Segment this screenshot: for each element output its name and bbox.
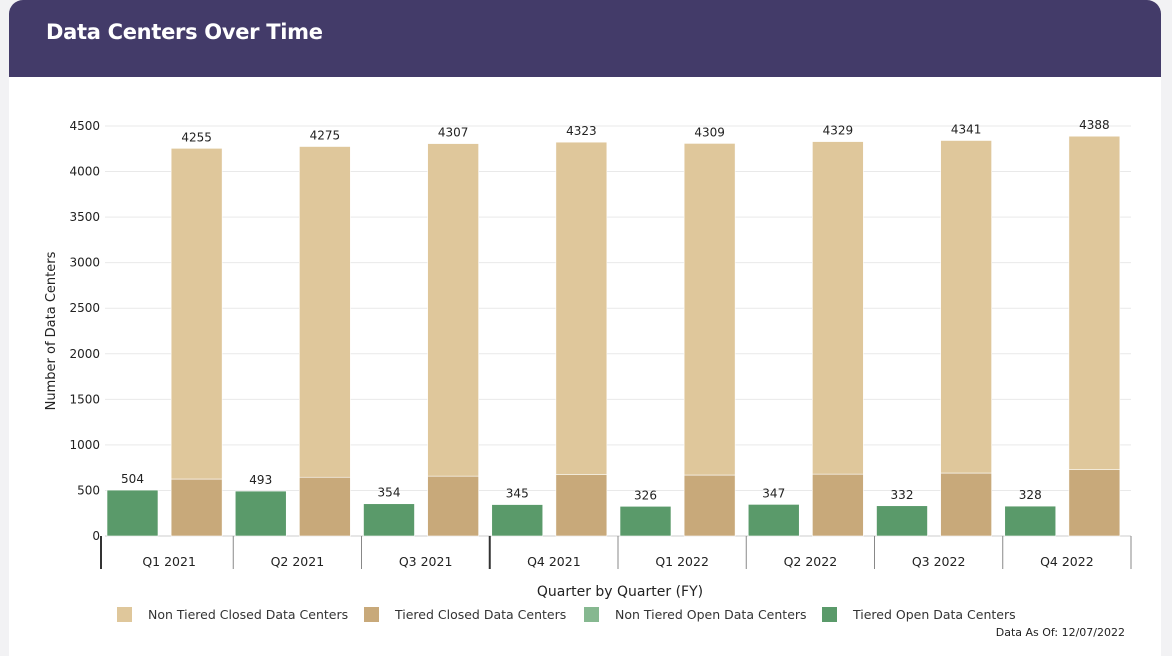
closed-total-label: 4341 bbox=[951, 122, 982, 136]
chart-card: Data Centers Over Time 0 500 1000 1500 2000 2… bbox=[9, 0, 1161, 656]
closed-total-label: 4329 bbox=[823, 124, 854, 138]
y-tick-label: 1000 bbox=[69, 438, 100, 452]
open-total-label: 345 bbox=[506, 487, 529, 501]
x-tick-label: Q3 2022 bbox=[912, 554, 966, 569]
bar-closed-0-4 bbox=[683, 474, 736, 537]
bar-open-3 bbox=[491, 504, 544, 537]
bar-closed-0-6 bbox=[940, 472, 992, 537]
bar-open-2 bbox=[363, 503, 415, 537]
closed-total-label: 4255 bbox=[181, 130, 212, 144]
y-tick-label: 4000 bbox=[69, 165, 100, 179]
open-total-label: 493 bbox=[249, 473, 272, 487]
data-as-of-note: Data As Of: 12/07/2022 bbox=[995, 626, 1125, 639]
legend-label: Tiered Closed Data Centers bbox=[395, 607, 567, 622]
open-total-label: 354 bbox=[378, 486, 401, 500]
legend-label: Non Tiered Closed Data Centers bbox=[148, 607, 349, 622]
chart-title: Data Centers Over Time bbox=[46, 20, 323, 44]
x-tick-label: Q2 2022 bbox=[784, 554, 838, 569]
legend-swatch bbox=[364, 607, 379, 622]
x-tick-label: Q1 2021 bbox=[142, 554, 196, 569]
y-tick-label: 3000 bbox=[69, 256, 100, 270]
bar-closed-1-3 bbox=[555, 141, 608, 475]
closed-total-label: 4388 bbox=[1079, 118, 1110, 132]
chart-legend: Non Tiered Closed Data Centers Tiered Clo… bbox=[9, 607, 1161, 627]
legend-item[interactable]: Non Tiered Open Data Centers bbox=[584, 607, 807, 622]
closed-total-label: 4275 bbox=[310, 129, 341, 143]
y-tick-label: 3500 bbox=[69, 210, 100, 224]
y-tick-label: 500 bbox=[77, 483, 100, 497]
legend-item[interactable]: Non Tiered Closed Data Centers bbox=[117, 607, 348, 622]
bar-closed-0-7 bbox=[1068, 469, 1121, 537]
bar-closed-0-1 bbox=[299, 476, 351, 537]
bar-closed-1-6 bbox=[940, 140, 992, 474]
y-axis-title: Number of Data Centers bbox=[44, 251, 59, 410]
bar-open-4 bbox=[619, 505, 672, 537]
x-tick-label: Q2 2021 bbox=[271, 554, 325, 569]
legend-label: Non Tiered Open Data Centers bbox=[615, 607, 807, 622]
bar-open-6 bbox=[876, 505, 928, 537]
legend-item[interactable]: Tiered Open Data Centers bbox=[822, 607, 1016, 622]
legend-swatch bbox=[584, 607, 599, 622]
bar-open-1 bbox=[234, 490, 287, 537]
open-total-label: 332 bbox=[891, 488, 914, 502]
card-header: Data Centers Over Time bbox=[9, 0, 1161, 77]
open-total-label: 504 bbox=[121, 472, 144, 486]
bar-closed-1-2 bbox=[427, 143, 479, 477]
x-tick-label: Q4 2021 bbox=[527, 554, 581, 569]
y-tick-label: 0 bbox=[92, 529, 100, 543]
y-tick-label: 4500 bbox=[69, 119, 100, 133]
x-axis-title: Quarter by Quarter (FY) bbox=[537, 584, 703, 600]
y-tick-label: 2500 bbox=[69, 301, 100, 315]
legend-swatch bbox=[117, 607, 132, 622]
bar-open-5 bbox=[747, 504, 800, 537]
x-tick-label: Q4 2022 bbox=[1040, 554, 1094, 569]
open-total-label: 326 bbox=[634, 488, 657, 502]
closed-total-label: 4307 bbox=[438, 126, 469, 140]
closed-total-label: 4323 bbox=[566, 124, 597, 138]
y-tick-label: 2000 bbox=[69, 347, 100, 361]
open-total-label: 347 bbox=[762, 486, 785, 500]
bar-closed-0-3 bbox=[555, 474, 608, 537]
closed-total-label: 4309 bbox=[694, 125, 725, 139]
y-tick-label: 1500 bbox=[69, 392, 100, 406]
bar-closed-1-7 bbox=[1068, 135, 1121, 470]
legend-swatch bbox=[822, 607, 837, 622]
bar-open-7 bbox=[1004, 505, 1057, 537]
bar-closed-0-2 bbox=[427, 475, 479, 537]
bar-chart: 0 500 1000 1500 2000 2500 3000 3500 4000 4500 Numb… bbox=[44, 118, 1132, 600]
bar-closed-1-1 bbox=[299, 146, 351, 478]
bar-closed-1-5 bbox=[812, 141, 864, 475]
legend-item[interactable]: Tiered Closed Data Centers bbox=[364, 607, 566, 622]
bar-open-0 bbox=[106, 489, 159, 537]
legend-label: Tiered Open Data Centers bbox=[853, 607, 1016, 622]
bar-closed-0-5 bbox=[812, 473, 864, 537]
open-total-label: 328 bbox=[1019, 488, 1042, 502]
bar-closed-0-0 bbox=[170, 478, 223, 537]
x-tick-label: Q1 2022 bbox=[655, 554, 709, 569]
bar-closed-1-4 bbox=[683, 143, 736, 476]
bar-closed-1-0 bbox=[170, 148, 223, 480]
x-tick-label: Q3 2021 bbox=[399, 554, 453, 569]
